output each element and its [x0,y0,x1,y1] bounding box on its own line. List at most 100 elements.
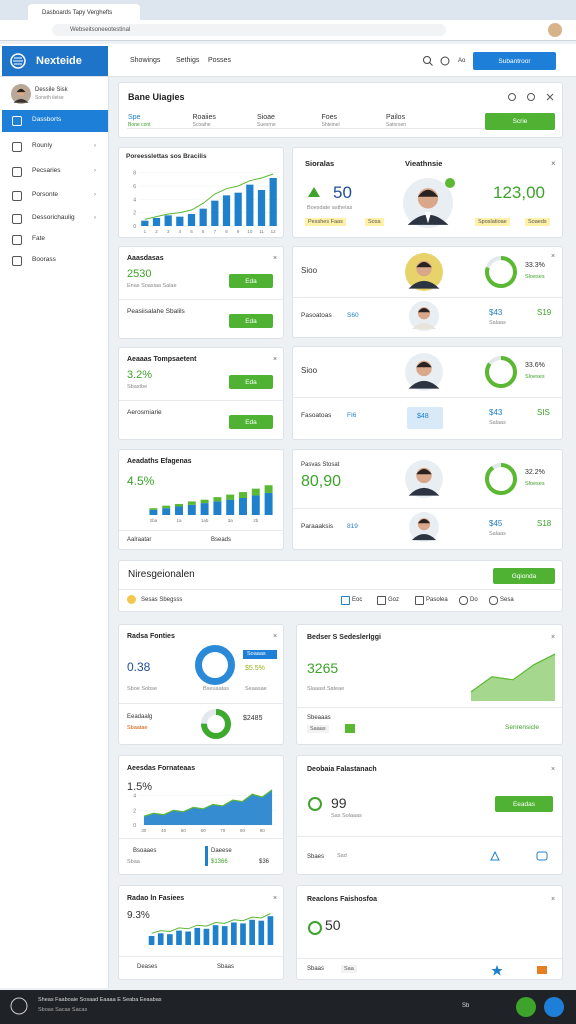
sidebar-item[interactable]: Pecsaries [32,167,61,174]
row-value: $2485 [243,715,263,722]
row-icons[interactable] [489,850,553,862]
bottom-v2: SIS [537,408,550,417]
sidebar-item[interactable]: Dassborts [32,116,62,123]
nav-link[interactable]: Posses [208,57,231,64]
row-note: Sad [337,853,347,859]
close-icon[interactable]: × [551,896,556,903]
deals-button[interactable]: Eeadas [495,796,553,812]
sidebar-active[interactable] [2,110,108,132]
profile-right-value: 123,00 [493,183,545,202]
profile-icon[interactable] [548,23,562,37]
card-title: Radsa Fonties [127,633,175,640]
rates-card: Radao ln Fasiees 9.3% × Deases Sbaas [118,885,284,980]
sales-note: Slaaast Sateae [307,686,345,692]
filter-label[interactable]: Do [470,597,478,603]
close-icon[interactable]: × [551,766,556,773]
footer-button[interactable] [544,997,564,1017]
avatar [405,460,443,498]
bar [149,508,158,510]
filter-label[interactable]: Goz [388,597,400,603]
bar [200,503,209,515]
close-icon[interactable]: × [273,356,278,363]
row-icons[interactable] [491,964,551,976]
row-button[interactable]: Eda [229,415,273,429]
kpi-button[interactable]: Eda [229,375,273,389]
overview-icons[interactable] [507,91,557,103]
bar [239,498,247,515]
header-button[interactable]: Subantroor [473,52,556,70]
row-label: Sbeaaas [307,715,331,721]
sidebar-item[interactable]: Dessorichaulig [32,214,75,221]
top-label: Sioo [301,266,318,275]
profile-left-title: Sioralas [305,159,335,168]
bottom-v2: S18 [537,519,552,528]
filter-icon[interactable] [415,596,424,605]
close-icon[interactable]: × [551,253,556,260]
filter-icon[interactable] [489,596,498,605]
bar [251,488,260,496]
card-title: Aeesdas Fornateaas [127,765,196,772]
bar [164,215,172,226]
sidebar-item[interactable]: Fate [32,235,46,242]
tab-label[interactable]: Foes [321,114,338,121]
tab-label[interactable]: Sioae [257,114,275,121]
bar [200,499,209,504]
brand-name[interactable]: Nexteide [36,55,82,67]
row-note: Sbaatae [127,725,148,731]
avatar [409,512,439,542]
card-title: Aeaaas Tompsaetent [127,356,197,363]
filter-icon[interactable] [377,596,386,605]
section-button[interactable]: Gqionda [493,568,555,584]
tag: Saa [341,965,357,973]
tab-label[interactable]: Spe [128,114,141,121]
profile-card: Sioralas Vieathnsie × 50 Boesdate asthel… [292,147,563,238]
row-chip [345,724,355,733]
tab-label[interactable]: Pailos [386,114,406,121]
sidebar-item[interactable]: Rounly [32,142,53,149]
kpi-button[interactable]: Eda [229,274,273,288]
filter-icon[interactable] [341,596,350,605]
sidebar-icon [12,191,22,201]
lang[interactable]: Ao [458,58,466,64]
filter-label[interactable]: Pasolea [426,597,448,603]
row-link[interactable]: Senrensicle [505,724,539,731]
row-bar [205,846,208,866]
nav-link[interactable]: Showings [130,57,161,64]
browser-tab[interactable] [28,4,140,20]
profile-avatar [403,178,453,228]
footer-button[interactable] [516,997,536,1017]
footer-text: Sheas Faaboaie Sosaad Eaaaa E Seaba Eeaa… [38,997,162,1003]
row-label: Peasiisalahe Sbalils [127,308,185,315]
footer-link[interactable]: Bseads [211,537,232,543]
sidebar-icon [12,142,22,152]
bar [226,499,235,515]
close-icon[interactable]: × [551,634,556,641]
filter-icon[interactable] [459,596,468,605]
close-icon[interactable]: × [273,255,278,262]
filter-label[interactable]: Sesa [500,597,514,603]
sidebar-item[interactable]: Boorass [32,256,56,263]
close-icon[interactable]: × [273,633,278,640]
footer-logo[interactable] [9,996,29,1016]
close-icon[interactable]: × [273,895,278,902]
x-tick-label: 10 [247,229,253,234]
rates-value: 9.3% [127,910,150,921]
url-field[interactable] [52,24,446,36]
footer-link[interactable]: Aalraatar [127,537,152,543]
header-icons[interactable] [422,55,456,67]
overview-button[interactable]: Scrie [485,113,555,130]
y-tick-label: 0 [133,823,136,829]
filter-label[interactable]: Eoc [352,597,363,603]
area-fill [471,654,555,701]
tab-bar [0,0,576,20]
nav-link[interactable]: Sethigs [176,57,200,64]
close-icon[interactable]: × [551,159,556,168]
area-fill [143,789,273,825]
row-value: $36 [259,859,270,865]
sales-card: Bedser S Sedeslerlggi × 3265 Slaaast Sat… [296,624,563,745]
sidebar-item[interactable]: Porsonte [32,191,59,198]
row-button[interactable]: Eda [229,314,273,328]
tab-label[interactable]: Roaiies [192,114,216,121]
x-tick-label: 2 [155,229,158,234]
trend-line [151,913,271,934]
